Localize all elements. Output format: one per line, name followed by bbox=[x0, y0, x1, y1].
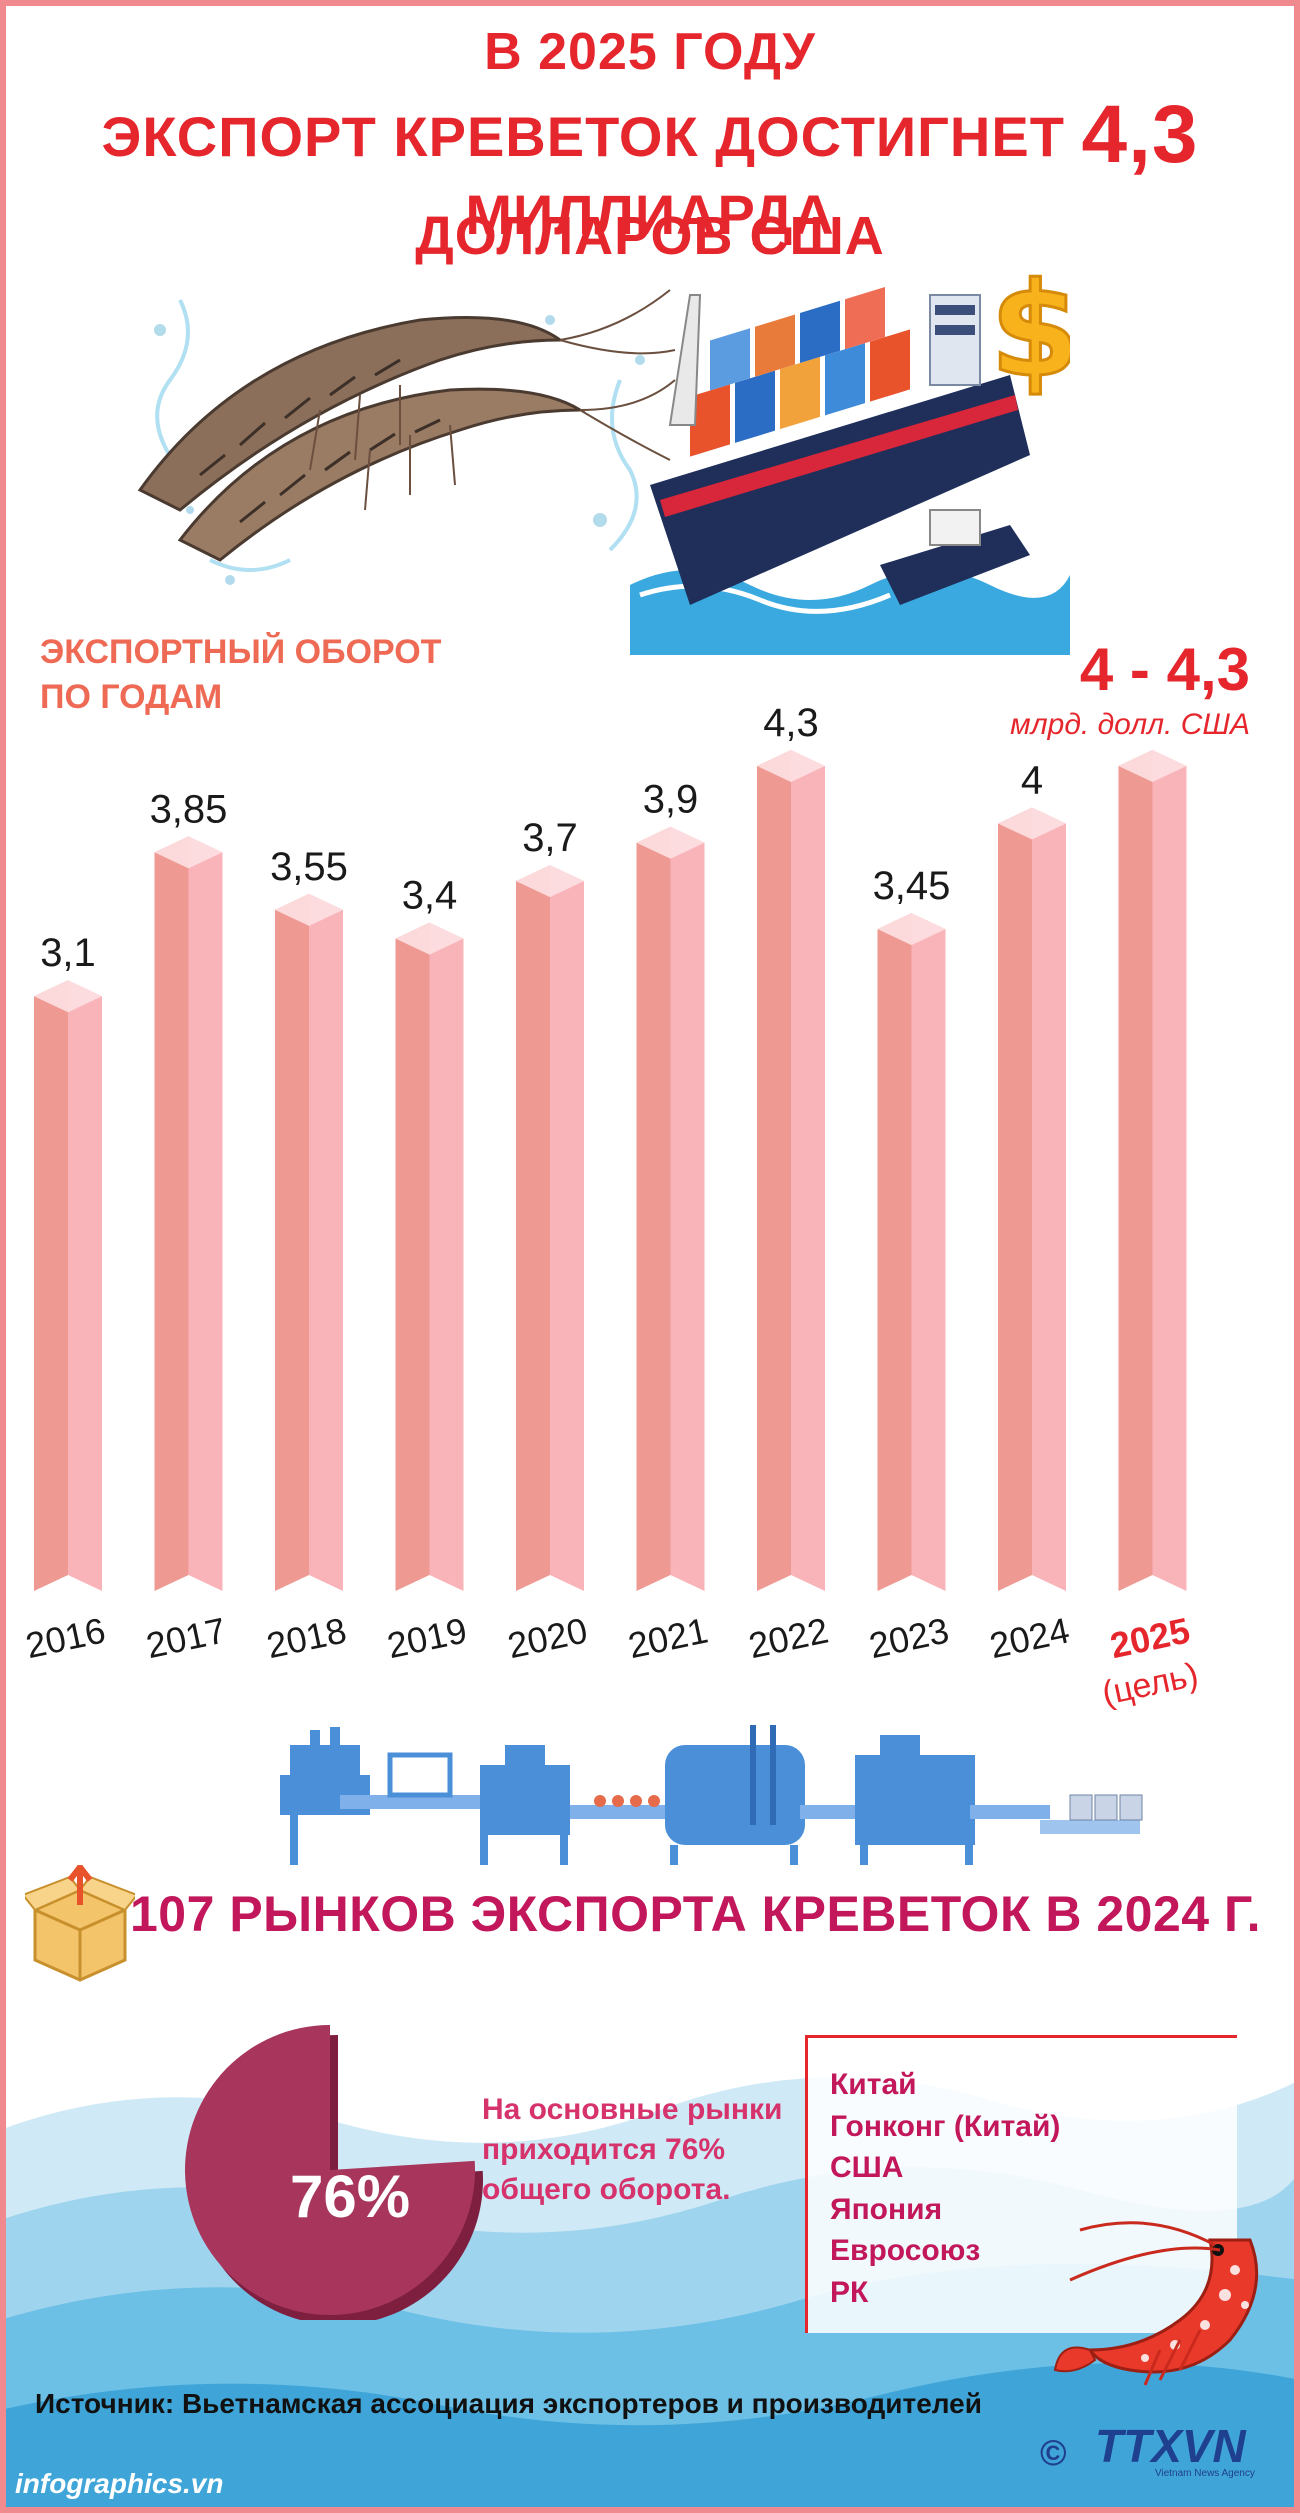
processing-line-icon bbox=[280, 1725, 1143, 1865]
x-label-2021: 2021 bbox=[624, 1609, 711, 1666]
bar-2016 bbox=[34, 980, 102, 1591]
copyright-symbol: © bbox=[1040, 2432, 1067, 2473]
bar-2019 bbox=[395, 922, 464, 1591]
x-label-2016: 2016 bbox=[22, 1609, 109, 1666]
red-shrimp-icon bbox=[1053, 2221, 1259, 2386]
chart-section-label: ЭКСПОРТНЫЙ ОБОРОТ ПО ГОДАМ bbox=[40, 630, 540, 720]
value-label-2022: 4,3 bbox=[763, 701, 819, 745]
pie-percent-label: 76% bbox=[289, 2163, 411, 2230]
bar-2023 bbox=[877, 913, 946, 1591]
title-line-2-pre: ЭКСПОРТ КРЕВЕТОК ДОСТИГНЕТ bbox=[101, 105, 1082, 168]
svg-text:$: $ bbox=[990, 255, 1070, 406]
market-item: Евросоюз bbox=[830, 2234, 981, 2267]
source-text: Источник: Вьетнамская ассоциация экспорт… bbox=[35, 2388, 982, 2419]
market-item: Гонконг (Китай) bbox=[830, 2109, 1061, 2143]
bar-2017 bbox=[154, 836, 223, 1591]
market-list-box: Китай Гонконг (Китай) США Япония Евросоюз РК bbox=[805, 2035, 1237, 2333]
bar-2024 bbox=[998, 807, 1066, 1591]
markets-title: 107 РЫНКОВ ЭКСПОРТА КРЕВЕТОК В 2024 Г. bbox=[130, 1886, 1261, 1942]
box-icon bbox=[25, 1865, 135, 1982]
export-bar-chart: 3,1 3,85 3,55 3,4 3,7 3,9 4,3 3,45 4 2016 2017 201… bbox=[22, 701, 1202, 1710]
value-label-2023: 3,45 bbox=[873, 864, 951, 908]
svg-text:TTXVN: TTXVN bbox=[1095, 2420, 1247, 2472]
bar-2022 bbox=[757, 750, 825, 1591]
ttxvn-logo: TTXVN Vietnam News Agency bbox=[1095, 2420, 1255, 2479]
value-label-2021: 3,9 bbox=[643, 778, 699, 822]
target-value: 4 - 4,3 bbox=[1079, 636, 1250, 703]
cargo-ship-icon: $ bbox=[630, 255, 1070, 655]
value-label-2020: 3,7 bbox=[522, 816, 578, 860]
x-labels-group: 2016 2017 2018 2019 2020 2021 2022 2023 2024 2025… bbox=[22, 1609, 1202, 1710]
bar-2025 bbox=[1118, 750, 1187, 1591]
bars-group bbox=[34, 750, 1187, 1591]
x-label-2020: 2020 bbox=[504, 1609, 591, 1666]
title-line-2-post: МИЛЛИАРДА bbox=[465, 183, 835, 246]
market-item: США bbox=[830, 2151, 904, 2184]
market-list: Китай Гонконг (Китай) США Япония Евросоюз РК bbox=[830, 2064, 1237, 2313]
svg-text:Vietnam News Agency: Vietnam News Agency bbox=[1155, 2468, 1255, 2479]
x-label-2018: 2018 bbox=[263, 1609, 350, 1666]
market-item: Китай bbox=[830, 2068, 917, 2101]
title-highlight-value: 4,3 bbox=[1081, 89, 1199, 180]
shrimp-icon bbox=[137, 289, 676, 585]
x-label-2024: 2024 bbox=[986, 1609, 1073, 1666]
x-label-2023: 2023 bbox=[865, 1609, 952, 1666]
pie-description: На основные рынки приходится 76% общего … bbox=[482, 2093, 783, 2206]
title-line-1: В 2025 ГОДУ bbox=[484, 23, 816, 81]
value-labels-group: 3,1 3,85 3,55 3,4 3,7 3,9 4,3 3,45 4 bbox=[40, 701, 1043, 975]
pie-slice-main-markets bbox=[184, 2025, 475, 2315]
title-line-2: ЭКСПОРТ КРЕВЕТОК ДОСТИГНЕТ 4,3 МИЛЛИАРДА bbox=[0, 88, 1300, 247]
x-label-2022: 2022 bbox=[745, 1609, 832, 1666]
bar-2021 bbox=[636, 826, 705, 1591]
market-item: РК bbox=[830, 2275, 869, 2309]
target-unit: млрд. долл. США bbox=[1010, 708, 1250, 741]
bar-2018 bbox=[275, 893, 343, 1591]
value-label-2019: 3,4 bbox=[402, 874, 458, 918]
value-label-2016: 3,1 bbox=[40, 931, 96, 975]
title-line-3: ДОЛЛАРОВ США bbox=[415, 206, 885, 266]
dollar-sign-icon: $ bbox=[989, 255, 1071, 408]
bar-2020 bbox=[516, 865, 584, 1591]
value-label-2018: 3,55 bbox=[270, 845, 348, 889]
x-label-2019: 2019 bbox=[383, 1609, 470, 1666]
market-item: Япония bbox=[830, 2192, 943, 2226]
value-label-2017: 3,85 bbox=[150, 787, 228, 831]
site-text: infographics.vn bbox=[15, 2468, 224, 2499]
section-label-text: ЭКСПОРТНЫЙ ОБОРОТ ПО ГОДАМ bbox=[40, 633, 442, 716]
x-label-2017: 2017 bbox=[142, 1609, 229, 1666]
market-share-pie bbox=[184, 2025, 483, 2320]
value-label-2024: 4 bbox=[1021, 759, 1043, 803]
